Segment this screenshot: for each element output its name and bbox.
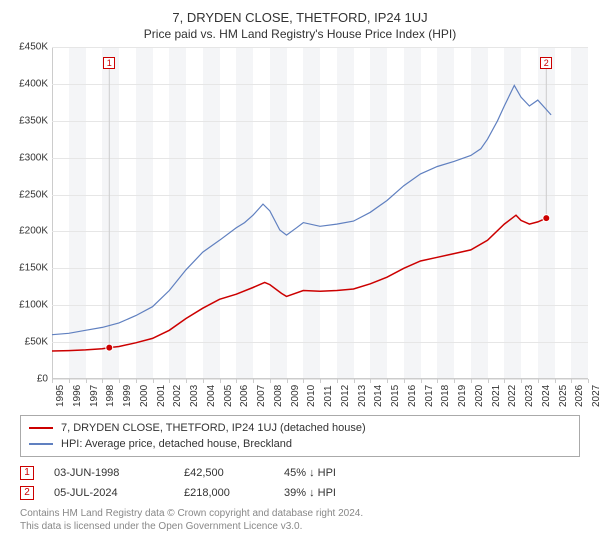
y-tick-label: £300K xyxy=(19,152,48,163)
y-axis-ticks: £0£50K£100K£150K£200K£250K£300K£350K£400… xyxy=(12,47,52,379)
plot-area: 12 xyxy=(52,47,588,379)
x-axis-ticks: 1995199619971998199920002001200220032004… xyxy=(52,379,588,407)
transaction-row: 1 03-JUN-1998£42,50045% ↓ HPI xyxy=(20,463,580,483)
legend-item: 7, DRYDEN CLOSE, THETFORD, IP24 1UJ (det… xyxy=(29,420,571,436)
y-tick-label: £350K xyxy=(19,115,48,126)
legend-label: 7, DRYDEN CLOSE, THETFORD, IP24 1UJ (det… xyxy=(61,422,366,434)
footnote-line2: This data is licensed under the Open Gov… xyxy=(20,520,580,533)
transaction-delta: 39% ↓ HPI xyxy=(284,487,384,499)
y-tick-label: £250K xyxy=(19,189,48,200)
legend-swatch xyxy=(29,443,53,445)
transaction-price: £42,500 xyxy=(184,467,284,479)
y-tick-label: £150K xyxy=(19,263,48,274)
series-price_paid xyxy=(52,215,546,351)
chart-subtitle: Price paid vs. HM Land Registry's House … xyxy=(12,27,588,41)
y-tick-label: £200K xyxy=(19,226,48,237)
y-tick-label: £0 xyxy=(37,374,48,385)
y-tick-label: £50K xyxy=(25,337,48,348)
legend-label: HPI: Average price, detached house, Brec… xyxy=(61,438,292,450)
footnote-line1: Contains HM Land Registry data © Crown c… xyxy=(20,507,580,520)
transaction-row: 2 05-JUL-2024£218,00039% ↓ HPI xyxy=(20,483,580,503)
transaction-date: 05-JUL-2024 xyxy=(54,487,184,499)
transaction-marker: 2 xyxy=(20,486,34,500)
legend-swatch xyxy=(29,427,53,429)
footnote: Contains HM Land Registry data © Crown c… xyxy=(20,507,580,533)
series-hpi xyxy=(52,85,551,334)
transaction-date: 03-JUN-1998 xyxy=(54,467,184,479)
transaction-marker: 1 xyxy=(20,466,34,480)
y-tick-label: £100K xyxy=(19,300,48,311)
y-tick-label: £450K xyxy=(19,42,48,53)
transactions-table: 1 03-JUN-1998£42,50045% ↓ HPI 2 05-JUL-2024… xyxy=(20,463,580,503)
chart-title: 7, DRYDEN CLOSE, THETFORD, IP24 1UJ xyxy=(12,10,588,25)
y-tick-label: £400K xyxy=(19,78,48,89)
transaction-delta: 45% ↓ HPI xyxy=(284,467,384,479)
chart-area: £0 £50K £100K £150K £200K £250K £300K £350K £400… xyxy=(12,47,588,407)
legend: 7, DRYDEN CLOSE, THETFORD, IP24 1UJ (det… xyxy=(20,415,580,457)
transaction-price: £218,000 xyxy=(184,487,284,499)
legend-item: HPI: Average price, detached house, Brec… xyxy=(29,436,571,452)
